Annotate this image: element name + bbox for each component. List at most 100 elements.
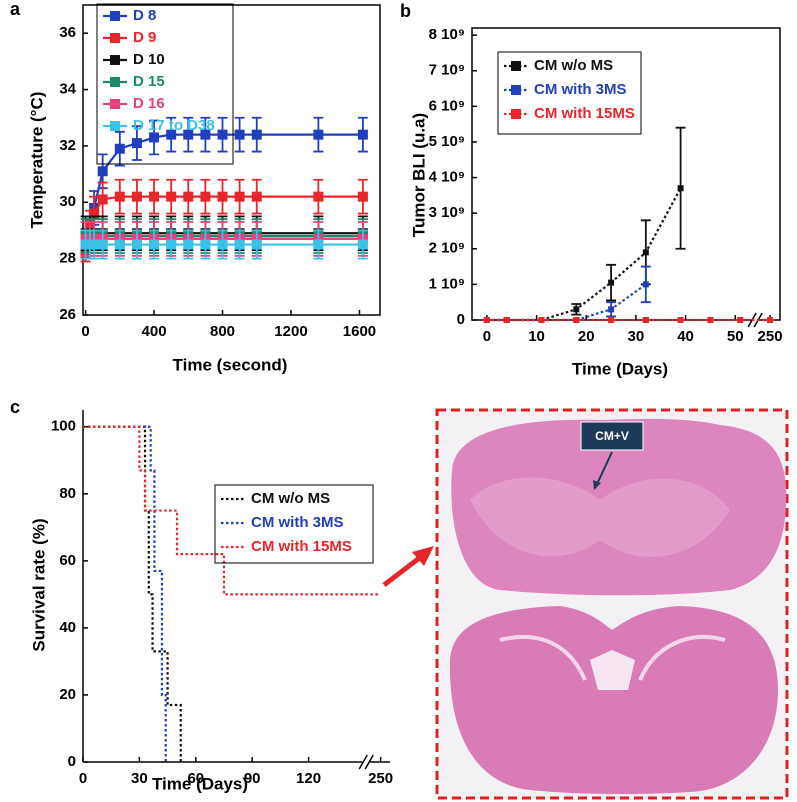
data-point [677, 185, 684, 192]
legend-box [497, 51, 642, 135]
legend-swatch [110, 99, 120, 109]
data-point [97, 239, 108, 250]
y-tick-label: 40 [59, 619, 76, 636]
data-point [149, 132, 160, 143]
x-tick-label: 1200 [274, 323, 307, 340]
label-arrow-head [593, 480, 601, 490]
data-point [114, 191, 125, 202]
y-tick-label: 5 10⁹ [429, 133, 465, 150]
panel-letter: c [10, 397, 20, 417]
legend-swatch [110, 77, 120, 87]
series-line [486, 283, 647, 322]
image-label: CM+V [595, 429, 629, 443]
y-tick-label: 2 10⁹ [429, 240, 465, 257]
plot-frame [471, 27, 781, 321]
legend-label: CM with 3MS [534, 81, 627, 98]
legend-label: CM with 3MS [251, 514, 344, 531]
x-tick-label: 60 [187, 770, 204, 787]
panel-letter: a [10, 0, 21, 19]
data-point [114, 239, 125, 250]
series-line [83, 425, 182, 762]
data-point [642, 281, 649, 288]
y-tick-label: 60 [59, 552, 76, 569]
x-tick-label: 0 [79, 770, 87, 787]
y-axis-title: Tumor BLI (u.a) [409, 113, 428, 237]
y-tick-label: 100 [51, 418, 76, 435]
x-tick-label: 30 [628, 328, 645, 345]
data-point [251, 191, 262, 202]
legend-label: CM w/o MS [534, 57, 613, 74]
x-tick-label: 800 [210, 323, 235, 340]
data-point [503, 317, 510, 323]
data-point [183, 129, 194, 140]
y-tick-label: 20 [59, 686, 76, 703]
data-point [357, 129, 368, 140]
pointer-arrow-head [412, 546, 434, 566]
x-tick-label: 20 [578, 328, 595, 345]
legend-swatch [511, 61, 521, 71]
data-point [642, 249, 649, 256]
x-tick-label: 250 [368, 770, 393, 787]
histology-image: CM+V [435, 408, 789, 800]
data-point [737, 317, 744, 323]
y-axis-title: Temperature (°C) [27, 92, 46, 229]
x-axis-title: Time (Days) [152, 774, 248, 793]
legend-label: D 10 [133, 51, 165, 68]
x-axis-title: Time (second) [173, 355, 288, 374]
label-box [580, 421, 644, 451]
y-tick-label: 6 10⁹ [429, 97, 465, 114]
label-arrow [596, 451, 613, 485]
x-tick-label: 250 [758, 328, 783, 345]
legend-label: CM with 15MS [534, 105, 635, 122]
data-point [217, 191, 228, 202]
data-point [200, 239, 211, 250]
data-point [313, 129, 324, 140]
legend-label: D 16 [133, 95, 165, 112]
data-point [313, 191, 324, 202]
legend-label: CM w/o MS [251, 490, 330, 507]
axis-break-gap [362, 759, 371, 765]
x-tick-label: 30 [131, 770, 148, 787]
x-tick-label: 50 [727, 328, 744, 345]
legend-swatch [110, 11, 120, 21]
x-tick-label: 90 [244, 770, 261, 787]
y-tick-label: 0 [68, 753, 76, 770]
legend-label: D 8 [133, 7, 156, 24]
legend-label: D 9 [133, 29, 156, 46]
series-line [83, 425, 381, 596]
y-tick-label: 8 10⁹ [429, 26, 465, 43]
data-point [217, 129, 228, 140]
data-point [149, 239, 160, 250]
legend-label: D 15 [133, 73, 165, 90]
y-tick-label: 4 10⁹ [429, 169, 465, 186]
data-point [538, 317, 545, 323]
y-axis-title: Survival rate (%) [29, 518, 48, 651]
data-point [483, 317, 490, 323]
legend-box [214, 484, 374, 564]
chart-panel: c 0 20 40 60 80 100 0 30 60 90 120 250 Time (Days) Sur… [10, 397, 393, 794]
data-point [131, 138, 142, 149]
data-point [234, 239, 245, 250]
data-point [217, 239, 228, 250]
legend-swatch [110, 121, 120, 131]
axis-break-gap [751, 317, 760, 323]
y-tick-label: 26 [59, 306, 76, 323]
chart-panel: a 26 28 30 32 34 36 0 400 800 1200 1600 Time (second… [10, 0, 381, 374]
data-point [642, 317, 649, 323]
data-point [200, 191, 211, 202]
brain-detail [499, 634, 726, 681]
legend-label: CM with 15MS [251, 538, 352, 555]
data-point [251, 239, 262, 250]
data-point [166, 129, 177, 140]
data-point [251, 129, 262, 140]
data-point [608, 306, 615, 313]
data-point [234, 129, 245, 140]
legend-box [96, 3, 234, 165]
legend-swatch [110, 33, 120, 43]
data-point [131, 239, 142, 250]
data-point [131, 191, 142, 202]
x-tick-label: 120 [296, 770, 321, 787]
y-tick-label: 34 [59, 81, 76, 98]
panel-letter: b [400, 1, 411, 21]
